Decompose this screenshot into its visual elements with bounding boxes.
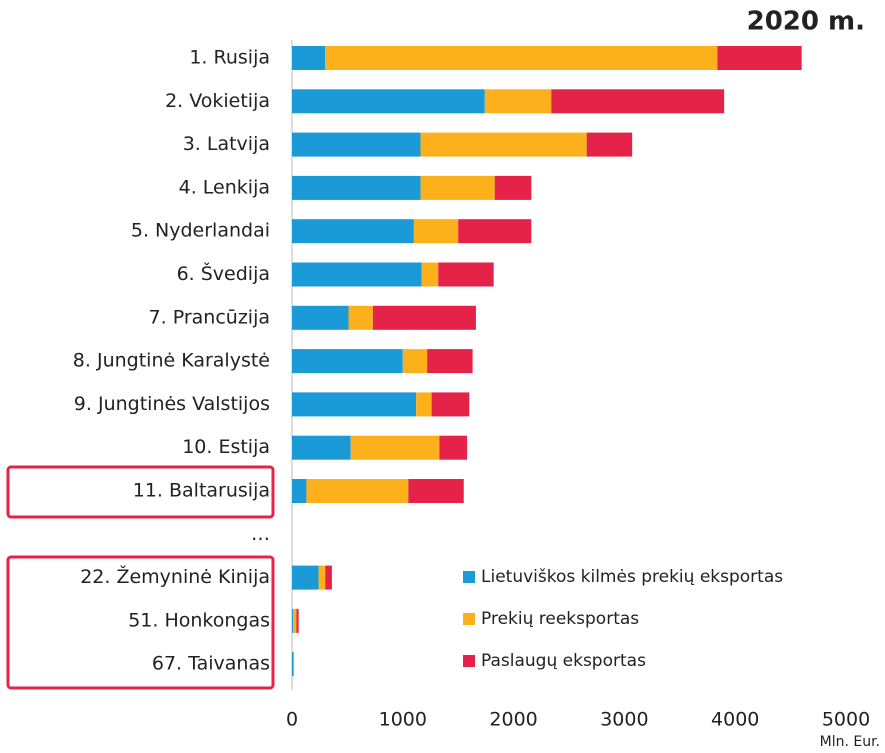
bar-segment (292, 608, 294, 633)
y-tick-label: 9. Jungtinės Valstijos (74, 393, 270, 415)
bar-segment (438, 262, 494, 287)
bar-segment (292, 305, 349, 330)
bar-segment (439, 435, 468, 460)
x-tick-label: 1000 (379, 709, 427, 731)
bar-segment (325, 565, 332, 590)
bar-segment (306, 479, 409, 503)
bar-segment (325, 46, 718, 70)
bar-segment (458, 219, 532, 244)
bar-segment (292, 46, 326, 70)
bar-segment (551, 89, 725, 114)
x-tick-label: 2000 (489, 709, 537, 731)
bar-segment (292, 132, 421, 157)
bar-segment (421, 262, 439, 287)
x-axis-label: Mln. Eur. (820, 734, 880, 750)
bar-segment (292, 89, 485, 114)
y-tick-label: 3. Latvija (183, 133, 270, 155)
y-tick-label: … (251, 523, 270, 545)
bar-segment (293, 608, 297, 633)
highlight-box (6, 555, 275, 690)
bar-segment (292, 479, 307, 503)
chart-title: 2020 m. (747, 7, 865, 37)
legend-label: Prekių reeksportas (481, 609, 639, 629)
legend-label: Paslaugų eksportas (481, 651, 646, 671)
y-tick-label: 6. Švedija (177, 261, 270, 285)
bar-segment (717, 46, 802, 70)
bar-segment (292, 435, 351, 460)
x-tick-label: 3000 (600, 709, 648, 731)
bar-segment (292, 175, 421, 200)
y-tick-label: 2. Vokietija (165, 90, 270, 112)
y-tick-label: 5. Nyderlandai (131, 220, 270, 242)
bar-segment (292, 392, 417, 417)
y-tick-label: 1. Rusija (189, 47, 270, 69)
bar-segment (586, 132, 633, 157)
legend-swatch (463, 613, 475, 625)
bar-segment (372, 305, 476, 330)
bar-segment (402, 349, 428, 374)
bar-segment (431, 392, 470, 417)
bar-segment (408, 479, 464, 503)
y-tick-label: 11. Baltarusija (133, 480, 270, 502)
x-tick-label: 5000 (822, 709, 870, 731)
highlight-box (6, 465, 275, 519)
bar-segment (292, 219, 414, 244)
bar-segment (413, 219, 459, 244)
x-tick-label: 0 (286, 709, 298, 731)
bar-segment (292, 652, 294, 677)
bar-segment (318, 565, 326, 590)
bar-segment (484, 89, 552, 114)
bar-segment (420, 132, 587, 157)
bar-segment (420, 175, 495, 200)
bar-segment (350, 435, 440, 460)
y-tick-label: 67. Taivanas (152, 653, 270, 675)
y-tick-label: 51. Honkongas (128, 609, 270, 631)
bar-segment (494, 175, 532, 200)
y-tick-label: 8. Jungtinė Karalystė (73, 350, 270, 372)
bar-segment (292, 349, 403, 374)
y-tick-label: 22. Žemyninė Kinija (80, 565, 270, 588)
bar-segment (427, 349, 473, 374)
legend-swatch (463, 571, 475, 583)
bar-segment (416, 392, 432, 417)
bar-segment (292, 565, 319, 590)
bar-segment (293, 652, 294, 677)
y-tick-label: 10. Estija (182, 436, 270, 458)
y-tick-label: 4. Lenkija (179, 176, 270, 198)
bar-segment (292, 262, 422, 287)
x-tick-label: 4000 (711, 709, 759, 731)
y-tick-label: 7. Prancūzija (149, 306, 270, 328)
legend-label: Lietuviškos kilmės prekių eksportas (481, 567, 783, 587)
bar-segment (348, 305, 373, 330)
bar-segment (296, 608, 299, 633)
legend-swatch (463, 655, 475, 667)
